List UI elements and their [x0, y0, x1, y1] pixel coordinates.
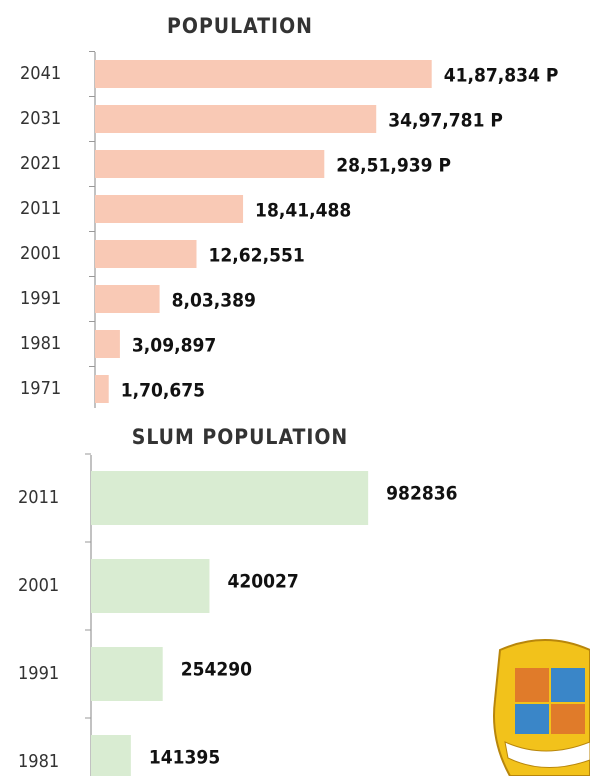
bar: [91, 559, 210, 613]
y-tick-label: 2011: [20, 198, 61, 219]
y-tick-label: 2011: [18, 487, 59, 508]
bar: [95, 150, 325, 178]
bar: [95, 330, 120, 358]
data-label: 3,09,897: [132, 335, 216, 357]
data-label: 41,87,834 P: [444, 65, 559, 87]
y-tick-label: 1991: [20, 288, 61, 309]
data-label: 34,97,781 P: [388, 110, 503, 132]
bar: [95, 105, 377, 133]
y-tick-label: 1981: [18, 751, 59, 772]
chart-title: SLUM POPULATION: [132, 425, 349, 449]
y-tick-label: 1971: [20, 378, 61, 399]
data-label: 18,41,488: [255, 200, 351, 222]
data-label: 982836: [386, 483, 457, 505]
bar: [91, 471, 369, 525]
data-label: 12,62,551: [209, 245, 305, 267]
y-tick-label: 2041: [20, 63, 61, 84]
bar: [95, 285, 160, 313]
y-tick-label: 2021: [20, 153, 61, 174]
y-tick-label: 1981: [20, 333, 61, 354]
data-label: 141395: [149, 747, 220, 769]
bar: [95, 375, 109, 403]
data-label: 1,70,675: [121, 380, 205, 402]
y-tick-label: 1991: [18, 663, 59, 684]
bar: [91, 647, 163, 701]
data-label: 254290: [181, 659, 252, 681]
data-label: 8,03,389: [172, 290, 256, 312]
data-label: 28,51,939 P: [336, 155, 451, 177]
logo: [493, 639, 590, 776]
bar: [95, 240, 197, 268]
data-label: 420027: [227, 571, 298, 593]
y-tick-label: 2031: [20, 108, 61, 129]
y-tick-label: 2001: [18, 575, 59, 596]
y-tick-label: 2001: [20, 243, 61, 264]
bar: [95, 60, 432, 88]
bar: [91, 735, 131, 776]
bar: [95, 195, 244, 223]
chart-title: POPULATION: [167, 14, 313, 38]
